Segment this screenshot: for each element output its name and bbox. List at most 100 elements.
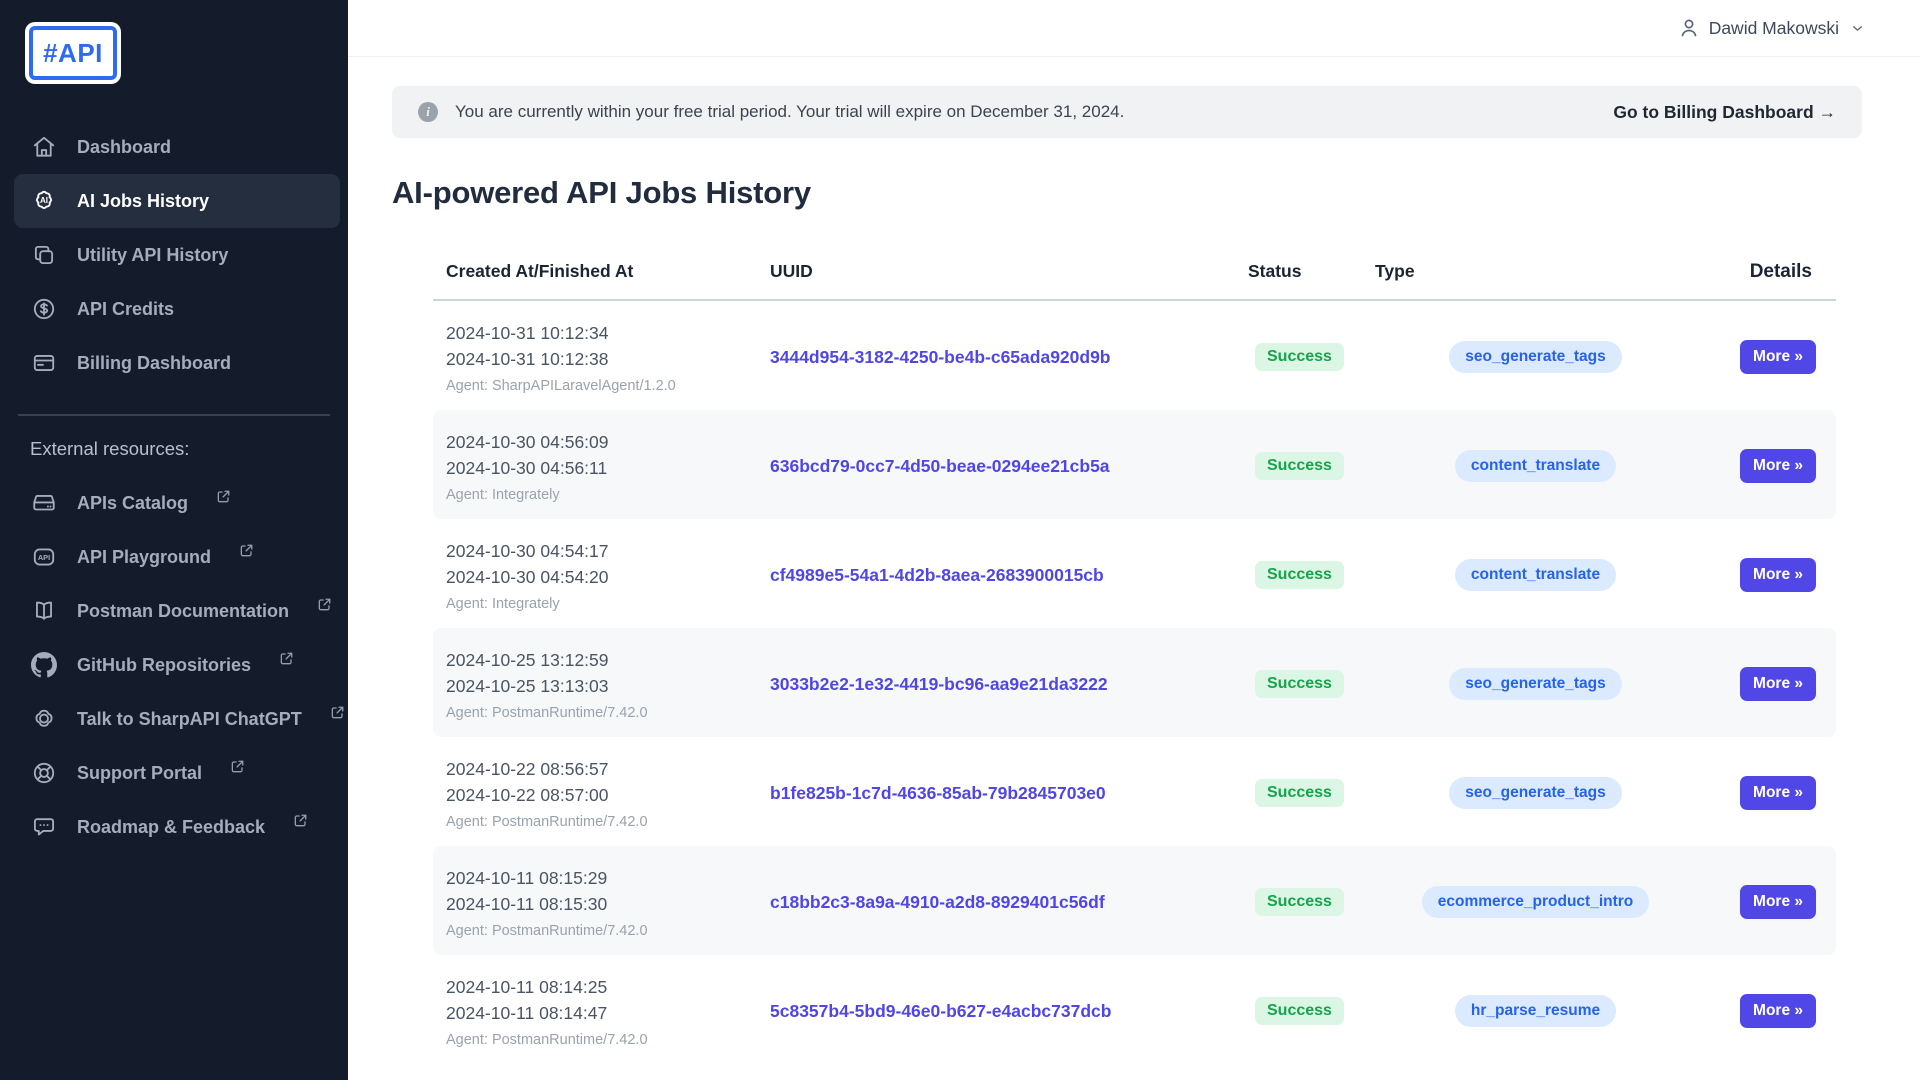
sidebar-item-ai-jobs-history[interactable]: AI AI Jobs History — [14, 174, 340, 228]
github-icon — [30, 651, 58, 679]
created-at: 2024-10-25 13:12:59 — [446, 650, 609, 670]
sidebar-item-postman-documentation[interactable]: Postman Documentation — [0, 584, 348, 638]
main-area: Dawid Makowski i You are currently withi… — [348, 0, 1920, 1080]
sidebar-item-talk-to-sharpapi-chatgpt[interactable]: Talk to SharpAPI ChatGPT — [0, 692, 348, 746]
created-finished-cell: 2024-10-31 10:12:34 2024-10-31 10:12:38 … — [433, 320, 770, 394]
uuid-link[interactable]: 5c8357b4-5bd9-46e0-b627-e4acbc737dcb — [770, 1000, 1112, 1021]
info-icon: i — [418, 102, 438, 122]
status-badge: Success — [1255, 343, 1344, 371]
uuid-link[interactable]: 636bcd79-0cc7-4d50-beae-0294ee21cb5a — [770, 455, 1110, 476]
created-finished-cell: 2024-10-22 08:56:57 2024-10-22 08:57:00 … — [433, 756, 770, 830]
trial-banner: i You are currently within your free tri… — [392, 86, 1862, 138]
type-badge: seo_generate_tags — [1449, 668, 1622, 700]
finished-at: 2024-10-30 04:56:11 — [446, 458, 608, 478]
app-logo[interactable]: #API — [29, 26, 117, 80]
uuid-link[interactable]: 3033b2e2-1e32-4419-bc96-aa9e21da3222 — [770, 673, 1108, 694]
lifebuoy-icon — [30, 759, 58, 787]
sidebar-divider — [18, 414, 330, 416]
user-icon — [1677, 16, 1701, 40]
more-button[interactable]: More » — [1740, 776, 1816, 810]
table-row: 2024-10-11 08:15:29 2024-10-11 08:15:30 … — [433, 846, 1836, 955]
table-row: 2024-10-25 13:12:59 2024-10-25 13:13:03 … — [433, 628, 1836, 737]
created-finished-cell: 2024-10-30 04:54:17 2024-10-30 04:54:20 … — [433, 538, 770, 612]
sidebar-item-billing-dashboard[interactable]: Billing Dashboard — [0, 336, 348, 390]
hard-drive-icon — [30, 489, 58, 517]
sidebar-item-label: AI Jobs History — [77, 190, 210, 211]
type-badge: content_translate — [1454, 559, 1617, 591]
topbar: Dawid Makowski — [348, 0, 1920, 57]
agent-label: Agent: PostmanRuntime/7.42.0 — [446, 814, 648, 830]
finished-at: 2024-10-11 08:15:30 — [446, 894, 608, 914]
created-finished-cell: 2024-10-11 08:15:29 2024-10-11 08:15:30 … — [433, 865, 770, 939]
sidebar-item-support-portal[interactable]: Support Portal — [0, 746, 348, 800]
status-badge: Success — [1255, 452, 1344, 480]
page-title: AI-powered API Jobs History — [392, 175, 811, 210]
agent-label: Agent: PostmanRuntime/7.42.0 — [446, 1032, 648, 1048]
finished-at: 2024-10-25 13:13:03 — [446, 676, 609, 696]
go-to-billing-link[interactable]: Go to Billing Dashboard → — [1613, 101, 1836, 122]
app-logo-text: #API — [43, 37, 103, 68]
uuid-link[interactable]: cf4989e5-54a1-4d2b-8aea-2683900015cb — [770, 564, 1104, 585]
external-link-icon — [293, 813, 308, 828]
api-badge-icon: API — [30, 543, 58, 571]
agent-label: Agent: PostmanRuntime/7.42.0 — [446, 705, 648, 721]
home-icon — [30, 133, 58, 161]
sidebar-item-label: APIs Catalog — [77, 492, 189, 513]
user-menu[interactable]: Dawid Makowski — [1677, 16, 1864, 40]
sidebar-item-utility-api-history[interactable]: Utility API History — [0, 228, 348, 282]
user-name: Dawid Makowski — [1708, 17, 1839, 38]
table-row: 2024-10-30 04:54:17 2024-10-30 04:54:20 … — [433, 519, 1836, 628]
ai-brain-icon: AI — [30, 187, 58, 215]
uuid-link[interactable]: b1fe825b-1c7d-4636-85ab-79b2845703e0 — [770, 782, 1106, 803]
table-row: 2024-10-30 04:56:09 2024-10-30 04:56:11 … — [433, 410, 1836, 519]
more-button[interactable]: More » — [1740, 449, 1816, 483]
agent-label: Agent: SharpAPILaravelAgent/1.2.0 — [446, 378, 676, 394]
credit-card-icon — [30, 349, 58, 377]
created-at: 2024-10-11 08:15:29 — [446, 868, 608, 888]
jobs-table: Created At/Finished At UUID Status Type … — [433, 241, 1836, 1064]
external-link-icon — [239, 543, 254, 558]
chat-bubble-icon — [30, 813, 58, 841]
sidebar-item-label: Billing Dashboard — [77, 352, 232, 373]
sidebar-item-github-repositories[interactable]: GitHub Repositories — [0, 638, 348, 692]
table-row: 2024-10-31 10:12:34 2024-10-31 10:12:38 … — [433, 301, 1836, 410]
external-link-icon — [317, 597, 332, 612]
sidebar-item-roadmap-feedback[interactable]: Roadmap & Feedback — [0, 800, 348, 854]
sidebar-item-label: Postman Documentation — [77, 600, 290, 621]
sidebar-item-api-credits[interactable]: API Credits — [0, 282, 348, 336]
created-at: 2024-10-30 04:56:09 — [446, 432, 609, 452]
more-button[interactable]: More » — [1740, 885, 1816, 919]
more-button[interactable]: More » — [1740, 994, 1816, 1028]
svg-text:AI: AI — [40, 196, 48, 205]
status-badge: Success — [1255, 997, 1344, 1025]
external-link-icon — [279, 651, 294, 666]
created-at: 2024-10-30 04:54:17 — [446, 541, 609, 561]
agent-label: Agent: PostmanRuntime/7.42.0 — [446, 923, 648, 939]
sidebar-item-api-playground[interactable]: API API Playground — [0, 530, 348, 584]
more-button[interactable]: More » — [1740, 667, 1816, 701]
finished-at: 2024-10-22 08:57:00 — [446, 785, 609, 805]
agent-label: Agent: Integrately — [446, 596, 560, 612]
column-header-type: Type — [1375, 261, 1415, 281]
column-header-created: Created At/Finished At — [446, 261, 634, 281]
uuid-link[interactable]: 3444d954-3182-4250-be4b-c65ada920d9b — [770, 346, 1111, 367]
type-badge: content_translate — [1454, 450, 1617, 482]
svg-text:API: API — [38, 553, 50, 562]
table-row: 2024-10-11 08:14:25 2024-10-11 08:14:47 … — [433, 955, 1836, 1064]
more-button[interactable]: More » — [1740, 340, 1816, 374]
uuid-link[interactable]: c18bb2c3-8a9a-4910-a2d8-8929401c56df — [770, 891, 1105, 912]
sidebar-item-dashboard[interactable]: Dashboard — [0, 120, 348, 174]
sidebar-item-apis-catalog[interactable]: APIs Catalog — [0, 476, 348, 530]
table-header: Created At/Finished At UUID Status Type … — [433, 241, 1836, 301]
content: i You are currently within your free tri… — [348, 57, 1920, 1064]
created-at: 2024-10-22 08:56:57 — [446, 759, 609, 779]
finished-at: 2024-10-31 10:12:38 — [446, 349, 609, 369]
dollar-circle-icon — [30, 295, 58, 323]
created-finished-cell: 2024-10-25 13:12:59 2024-10-25 13:13:03 … — [433, 647, 770, 721]
column-header-details: Details — [1749, 261, 1812, 282]
sidebar-item-label: Support Portal — [77, 762, 202, 783]
sidebar: #API Dashboard AI AI Jobs History Utilit… — [0, 0, 348, 1080]
more-button[interactable]: More » — [1740, 558, 1816, 592]
status-badge: Success — [1255, 779, 1344, 807]
finished-at: 2024-10-11 08:14:47 — [446, 1003, 608, 1023]
